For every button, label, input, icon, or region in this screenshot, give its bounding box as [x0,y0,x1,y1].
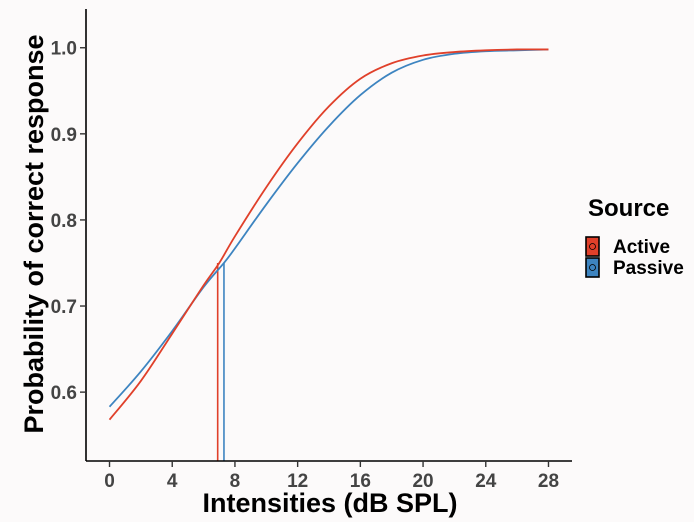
x-axis-ticks: 0 4 8 12 16 20 24 28 [104,461,559,492]
legend-point-marker [589,264,596,271]
y-tick-label: 0.6 [51,383,77,404]
series-line-passive [108,48,549,408]
y-axis-ticks: 0.6 0.7 0.8 0.9 1.0 [51,39,86,404]
legend-point-marker [589,243,596,250]
series-line-active [108,48,549,421]
x-tick-label: 28 [538,471,559,492]
legend-label: Passive [613,258,684,279]
y-tick-label: 0.8 [51,211,77,232]
x-axis-title: Intensities (dB SPL) [202,488,457,518]
legend-item-passive: Passive [585,257,684,279]
x-tick-label: 8 [230,471,241,492]
threshold-lines [216,262,225,461]
x-tick-label: 20 [412,471,433,492]
legend-item-active: Active [585,236,670,258]
plot-area: 0 4 8 12 16 20 24 28 0.6 0.7 0.8 0.9 1.0 [51,9,572,492]
x-tick-label: 4 [167,471,178,492]
series-curves [108,48,549,421]
y-axis-title: Probability of correct response [19,34,49,433]
legend-title: Source [588,195,669,222]
legend-swatch [585,236,600,257]
x-tick-label: 12 [287,471,308,492]
x-tick-label: 16 [350,471,371,492]
y-tick-label: 1.0 [51,39,77,60]
y-tick-label: 0.7 [51,297,77,318]
legend-swatch [585,257,600,278]
x-tick-label: 24 [475,471,497,492]
legend-label: Active [613,237,670,258]
x-tick-label: 0 [104,471,115,492]
y-tick-label: 0.9 [51,125,77,146]
